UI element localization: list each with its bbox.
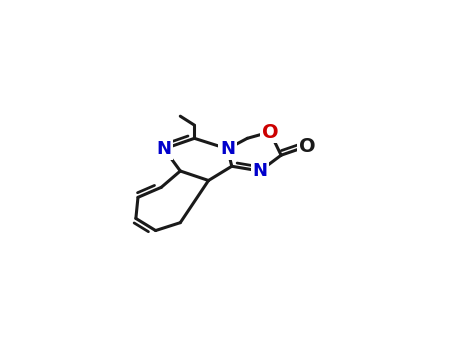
Text: N: N (157, 140, 172, 158)
Text: O: O (299, 137, 316, 156)
Text: N: N (220, 140, 235, 158)
Text: N: N (157, 140, 172, 158)
Text: N: N (253, 162, 268, 180)
Text: O: O (262, 122, 278, 141)
Text: N: N (253, 162, 268, 180)
Text: O: O (262, 122, 278, 141)
Text: N: N (220, 140, 235, 158)
Text: O: O (299, 137, 315, 155)
